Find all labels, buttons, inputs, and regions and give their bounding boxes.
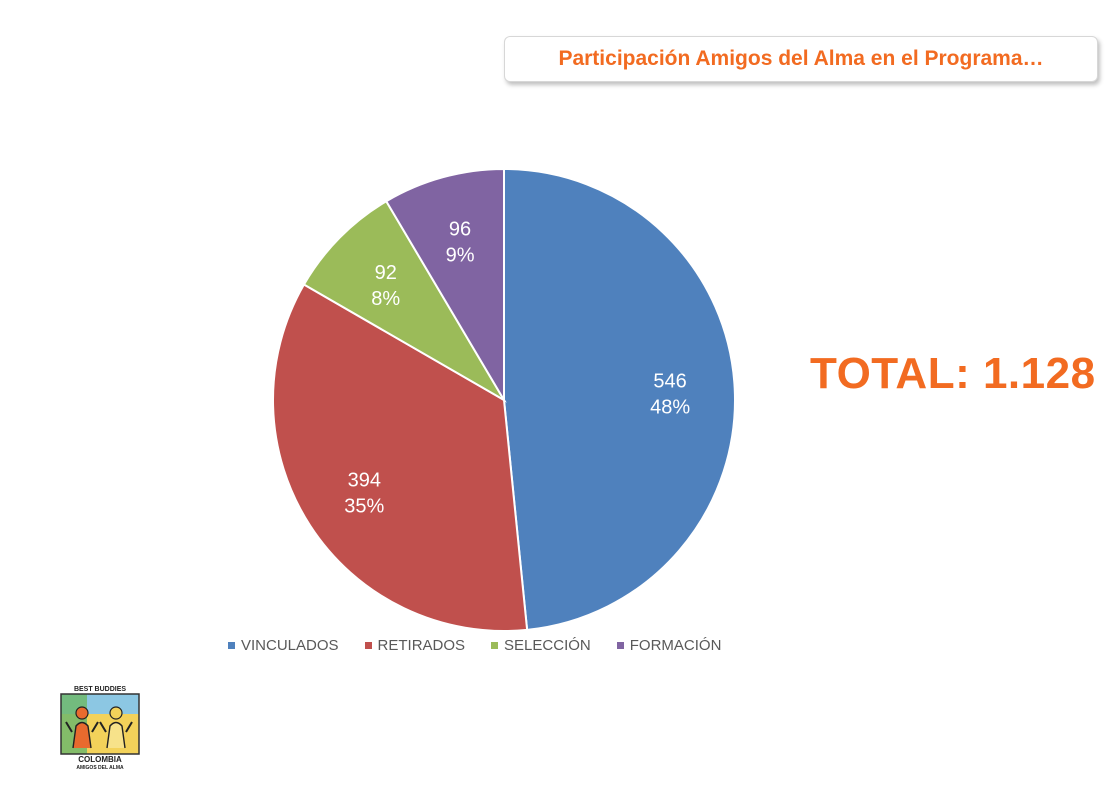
- total-label: TOTAL: 1.128: [810, 349, 1096, 398]
- legend-item-retirados: RETIRADOS: [364, 637, 466, 654]
- logo-top-text: BEST BUDDIES: [73, 686, 127, 693]
- pie-slice-formacion: [384, 167, 505, 404]
- page-title: Participación Amigos del Alma en el Prog…: [558, 47, 1044, 70]
- legend-swatch-formacion: [616, 642, 624, 649]
- logo-bottom-text: AMIGOS DEL ALMA: [76, 765, 124, 771]
- title-box: Participación Amigos del Alma en el Prog…: [504, 36, 1098, 82]
- best-buddies-logo: BEST BUDDIES COLOMBIA AMIGOS DEL ALMA: [60, 686, 140, 774]
- legend-swatch-vinculados: [228, 642, 235, 649]
- legend-swatch-seleccion: [491, 642, 499, 649]
- legend-label-retirados: RETIRADOS: [377, 637, 466, 654]
- data-label-percent-retirados: 35%: [344, 495, 384, 517]
- legend-label-seleccion: SELECCIÓN: [504, 637, 591, 654]
- legend-label-vinculados: VINCULADOS: [241, 637, 339, 654]
- data-label-value-seleccion: 92: [375, 262, 397, 284]
- legend-swatch-retirados: [364, 642, 372, 649]
- data-label-value-retirados: 394: [348, 469, 381, 491]
- legend-label-formacion: FORMACIÓN: [629, 637, 722, 654]
- data-label-percent-vinculados: 48%: [650, 397, 690, 419]
- data-label-value-formacion: 96: [449, 219, 471, 241]
- logo-middle-text: COLOMBIA: [78, 755, 122, 764]
- data-label-percent-seleccion: 8%: [371, 288, 400, 310]
- pie-slice-retirados: [272, 283, 529, 632]
- pie-slice-vinculados: [503, 167, 736, 631]
- legend-item-seleccion: SELECCIÓN: [491, 637, 591, 654]
- legend-item-formacion: FORMACIÓN: [616, 637, 722, 654]
- data-label-percent-formacion: 9%: [446, 245, 475, 267]
- pie-slice-seleccion: [302, 199, 507, 403]
- chart-legend: VINCULADOS RETIRADOS SELECCIÓN FORMACIÓN: [228, 637, 747, 654]
- data-label-value-vinculados: 546: [653, 371, 686, 393]
- legend-item-vinculados: VINCULADOS: [228, 637, 339, 654]
